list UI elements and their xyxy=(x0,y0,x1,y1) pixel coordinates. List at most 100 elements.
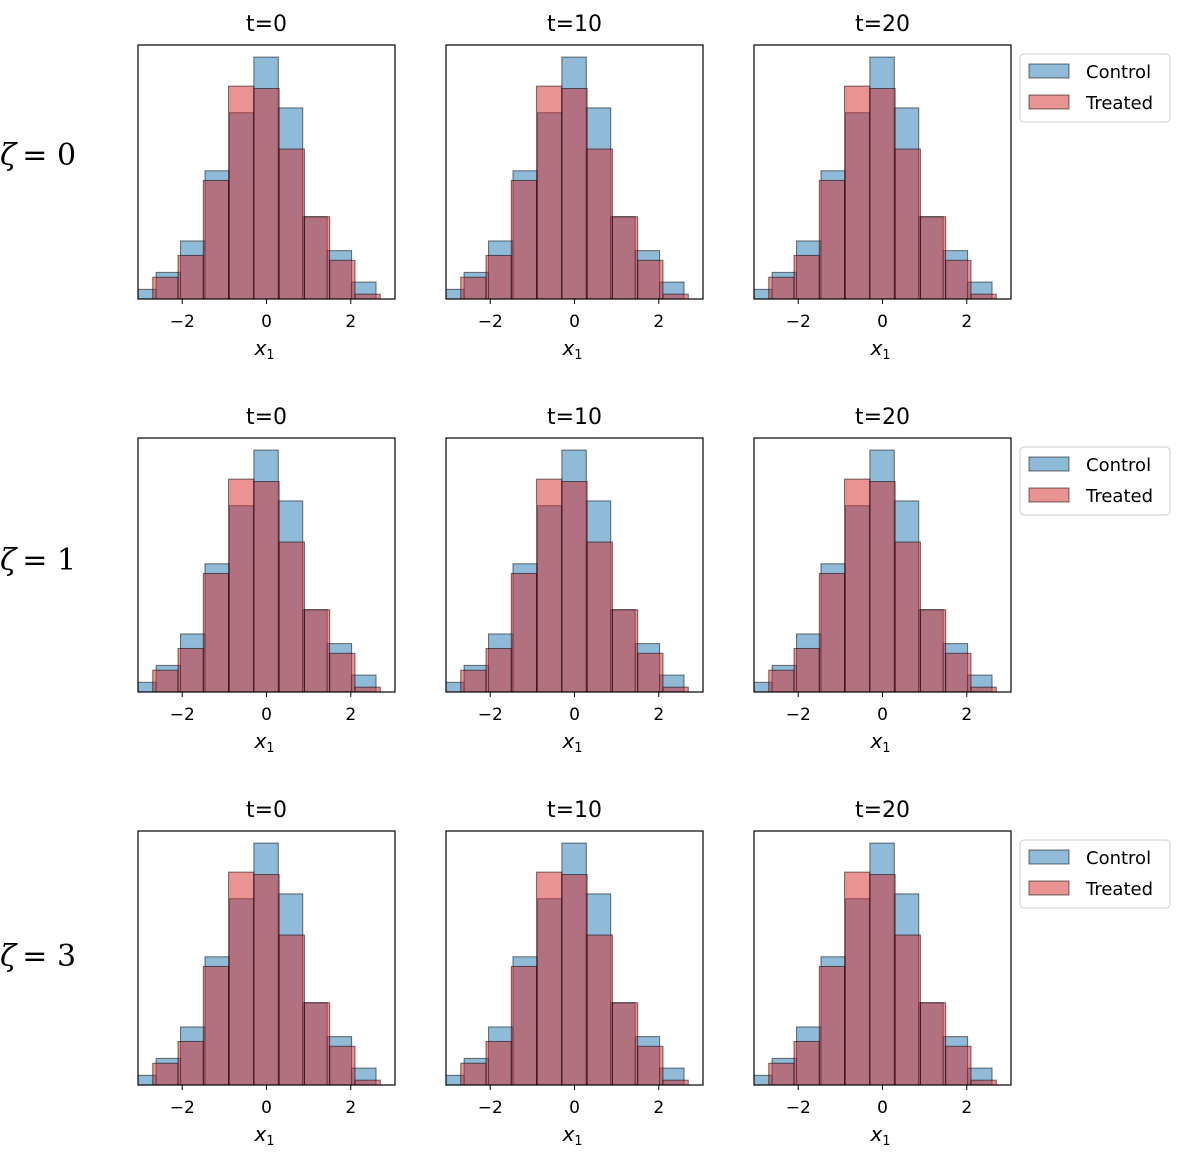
legend-treated-label: Treated xyxy=(1085,486,1153,507)
treated-bar xyxy=(919,609,947,692)
bars-group xyxy=(446,56,689,299)
x-tick-label: 0 xyxy=(261,312,272,332)
row-label-value: = 1 xyxy=(22,543,76,578)
x-tick-label: 0 xyxy=(569,312,580,332)
treated-bar xyxy=(202,572,230,692)
treated-bar xyxy=(303,609,331,692)
row-label-value: = 3 xyxy=(22,939,76,974)
treated-bar xyxy=(586,934,613,1085)
treated-bar xyxy=(536,85,563,299)
treated-bar xyxy=(177,1040,204,1085)
panel-title: t=0 xyxy=(246,405,287,430)
x-axis-label-main: x xyxy=(253,336,266,360)
treated-bar xyxy=(793,647,820,692)
treated-bar xyxy=(228,871,255,1085)
panel-title: t=20 xyxy=(855,12,910,37)
x-tick-label: 2 xyxy=(653,1098,664,1118)
treated-bar xyxy=(561,481,588,692)
treated-bar xyxy=(561,88,588,299)
histogram-panel: t=20 −2 0 2 x1 xyxy=(753,798,1012,1149)
x-tick-label: −2 xyxy=(786,312,811,332)
x-tick-label: −2 xyxy=(170,312,195,332)
treated-bar xyxy=(510,965,538,1085)
x-tick-label: −2 xyxy=(786,1098,811,1118)
histogram-panel: t=20 −2 0 2 x1 xyxy=(753,405,1012,756)
legend-control-label: Control xyxy=(1086,455,1151,476)
x-axis-label-main: x xyxy=(561,336,574,360)
x-tick-label: 0 xyxy=(261,1098,272,1118)
panel-title: t=20 xyxy=(855,798,910,823)
x-axis-label-sub: 1 xyxy=(882,741,890,756)
x-axis-label: x1 xyxy=(561,729,582,756)
treated-bar xyxy=(586,541,613,692)
bars-group xyxy=(754,842,997,1085)
treated-bar xyxy=(919,216,947,299)
x-tick-label: −2 xyxy=(478,705,503,725)
treated-bar xyxy=(354,686,381,692)
x-axis-label-main: x xyxy=(561,1122,574,1146)
x-tick-label: 2 xyxy=(961,1098,972,1118)
treated-bar xyxy=(637,259,664,299)
treated-bar xyxy=(460,1062,487,1085)
panel-title: t=0 xyxy=(246,12,287,37)
x-tick-label: 0 xyxy=(877,1098,888,1118)
treated-bar xyxy=(354,1079,381,1085)
treated-bar xyxy=(228,85,255,299)
x-axis-label-main: x xyxy=(253,1122,266,1146)
treated-bar xyxy=(152,276,179,299)
bars-group xyxy=(754,449,997,692)
treated-bar xyxy=(561,874,588,1085)
panel-title: t=10 xyxy=(547,12,602,37)
histogram-panel: t=0 −2 0 2 x1 xyxy=(137,12,396,363)
row-label-symbol: ζ xyxy=(0,939,18,974)
treated-bar xyxy=(793,1040,820,1085)
x-axis-label-main: x xyxy=(869,336,882,360)
treated-bar xyxy=(177,647,204,692)
treated-bar xyxy=(485,647,512,692)
x-axis-label-sub: 1 xyxy=(266,348,274,363)
bars-group xyxy=(754,56,997,299)
x-tick-label: −2 xyxy=(786,705,811,725)
legend: Control Treated xyxy=(1019,839,1171,909)
x-tick-label: 0 xyxy=(877,705,888,725)
bars-group xyxy=(446,842,689,1085)
treated-bar xyxy=(536,478,563,692)
x-axis-label-main: x xyxy=(561,729,574,753)
histogram-panel: t=0 −2 0 2 x1 xyxy=(137,798,396,1149)
x-axis-label: x1 xyxy=(869,729,890,756)
treated-bar xyxy=(818,179,846,299)
x-axis-label-sub: 1 xyxy=(882,348,890,363)
treated-bar xyxy=(844,85,871,299)
treated-bar xyxy=(329,1045,356,1085)
x-axis-label-main: x xyxy=(253,729,266,753)
x-axis-label: x1 xyxy=(561,336,582,363)
row-label-value: = 0 xyxy=(22,138,76,173)
legend: Control Treated xyxy=(1019,53,1171,123)
treated-bar xyxy=(303,216,331,299)
x-axis-label: x1 xyxy=(869,336,890,363)
x-tick-label: 2 xyxy=(961,312,972,332)
treated-bar xyxy=(611,216,639,299)
treated-bar xyxy=(637,1045,664,1085)
histogram-panel: t=10 −2 0 2 x1 xyxy=(445,405,704,756)
x-tick-label: 2 xyxy=(345,705,356,725)
legend: Control Treated xyxy=(1019,446,1171,516)
legend-control-swatch xyxy=(1028,849,1070,865)
x-tick-label: 2 xyxy=(345,1098,356,1118)
treated-bar xyxy=(510,572,538,692)
legend-control-swatch xyxy=(1028,456,1070,472)
panel-title: t=20 xyxy=(855,405,910,430)
treated-bar xyxy=(586,148,613,299)
bars-group xyxy=(446,449,689,692)
treated-bar xyxy=(869,88,896,299)
treated-bar xyxy=(919,1002,947,1085)
x-axis-label: x1 xyxy=(561,1122,582,1149)
treated-bar xyxy=(278,148,305,299)
x-axis-label-sub: 1 xyxy=(882,1134,890,1149)
treated-bar xyxy=(611,609,639,692)
treated-bar xyxy=(303,1002,331,1085)
treated-bar xyxy=(945,1045,972,1085)
legend-treated-label: Treated xyxy=(1085,93,1153,114)
x-tick-label: 0 xyxy=(569,1098,580,1118)
